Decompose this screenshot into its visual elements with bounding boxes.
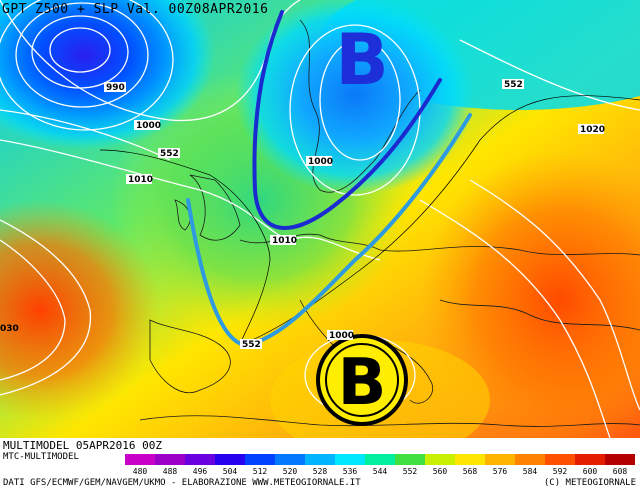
label-slp-1000-nw: 1000 — [136, 121, 161, 131]
label-bg-552-sw — [240, 339, 262, 349]
coast-black-sea — [439, 299, 640, 331]
scale-label: 552 — [403, 467, 418, 476]
copyright-label: (C) METEOGIORNALE — [543, 478, 636, 488]
scale-swatch — [305, 454, 335, 465]
label-bg-1010-w — [126, 174, 152, 184]
coast-iberia — [149, 319, 231, 393]
scale-swatch — [335, 454, 365, 465]
isobar-1020-line — [459, 39, 640, 111]
scale-label: 528 — [313, 467, 328, 476]
isobar-east-1 — [419, 199, 611, 438]
label-gpt-552-ne: 552 — [504, 80, 523, 90]
data-sources-label: DATI GFS/ECMWF/GEM/NAVGEM/UKMO - ELABORA… — [3, 478, 361, 488]
scale-label: 544 — [373, 467, 388, 476]
contour-labels: 990 1000 552 1010 552 1020 1000 1010 552… — [0, 79, 605, 350]
label-slp-1030-left: 030 — [0, 324, 19, 334]
scale-swatch — [185, 454, 215, 465]
gpt-field-vortex-northwest — [0, 0, 215, 150]
isobar-ring-4 — [0, 0, 174, 131]
scale-swatch — [245, 454, 275, 465]
label-slp-1010-uk: 1010 — [272, 236, 297, 246]
isobar-ring-3 — [15, 2, 149, 108]
scale-label: 488 — [163, 467, 178, 476]
label-bg-1000-med — [327, 330, 353, 340]
scale-label: 480 — [133, 467, 148, 476]
coast-scandinavia — [299, 19, 421, 193]
scale-label: 520 — [283, 467, 298, 476]
map-title: GPT Z500 + SLP Val. 00Z08APR2016 — [2, 2, 269, 17]
label-slp-990: 990 — [106, 83, 125, 93]
label-bg-1010-uk — [270, 235, 296, 245]
scale-label: 600 — [583, 467, 598, 476]
label-gpt-552-sw: 552 — [242, 340, 261, 350]
scale-swatch — [485, 454, 515, 465]
color-scale-legend: 480 488 496 504 512 520 528 536 544 552 560 568 576 5… — [125, 454, 635, 476]
low-pressure-letter-med: B — [338, 346, 387, 420]
low-pressure-letter-north: B — [335, 19, 388, 101]
scale-swatch — [365, 454, 395, 465]
gpt-field-scandinavia-trough — [235, 0, 475, 195]
isobar-ridge-west-2 — [0, 239, 66, 381]
scale-swatch — [425, 454, 455, 465]
gpt-field-atlantic-ridge — [0, 200, 160, 420]
scale-label: 496 — [193, 467, 208, 476]
label-bg-552-ne — [502, 79, 524, 89]
scale-label: 536 — [343, 467, 358, 476]
scale-swatch — [575, 454, 605, 465]
label-bg-1000-scand — [306, 156, 332, 166]
label-bg-1000-nw — [134, 120, 160, 130]
label-slp-1000-scand: 1000 — [308, 157, 333, 167]
scale-label: 592 — [553, 467, 568, 476]
scale-label: 584 — [523, 467, 538, 476]
scale-swatch — [545, 454, 575, 465]
isobar-scand-1 — [319, 39, 401, 161]
scale-label: 576 — [493, 467, 508, 476]
coast-british-isles — [189, 174, 241, 241]
label-bg-1020 — [578, 124, 604, 134]
scale-swatch — [125, 454, 155, 465]
map-footer: MULTIMODEL 05APR2016 00Z MTC-MULTIMODEL … — [0, 438, 640, 493]
scale-label: 512 — [253, 467, 268, 476]
label-slp-1000-med: 1000 — [329, 331, 354, 341]
trough-axis-dark-blue — [252, 10, 442, 230]
contour-552 — [99, 95, 640, 346]
scale-swatch — [455, 454, 485, 465]
label-gpt-552-n: 552 — [160, 149, 179, 159]
label-bg-552-n — [158, 148, 180, 158]
scale-swatch — [395, 454, 425, 465]
low-pressure-marker-ring — [325, 343, 399, 417]
label-slp-1010-w: 1010 — [128, 175, 153, 185]
scale-label: 608 — [613, 467, 628, 476]
gpt-field-east-ridge — [420, 150, 640, 438]
product-label: MTC-MULTIMODEL — [3, 452, 79, 462]
scale-label: 568 — [463, 467, 478, 476]
isobar-ridge-west — [0, 219, 92, 396]
weather-map: B B 990 1000 552 1010 552 1020 1000 1010… — [0, 0, 640, 438]
isobar-ring-1 — [49, 27, 111, 73]
low-pressure-marker-med — [316, 334, 408, 426]
isobar-east-2 — [469, 179, 640, 411]
scale-label: 504 — [223, 467, 238, 476]
scale-swatch — [215, 454, 245, 465]
model-run-label: MULTIMODEL 05APR2016 00Z — [3, 439, 162, 452]
scale-swatch — [605, 454, 635, 465]
label-bg-990 — [104, 82, 126, 92]
scale-swatch — [155, 454, 185, 465]
isobar-1010-line — [0, 139, 381, 261]
scale-label: 560 — [433, 467, 448, 476]
trough-axis-light-blue — [186, 113, 472, 348]
scale-swatch — [275, 454, 305, 465]
coast-north-africa — [139, 415, 640, 427]
coast-ireland — [174, 199, 191, 231]
scale-swatch — [515, 454, 545, 465]
label-slp-1020: 1020 — [580, 125, 605, 135]
coast-balkans — [379, 339, 433, 404]
